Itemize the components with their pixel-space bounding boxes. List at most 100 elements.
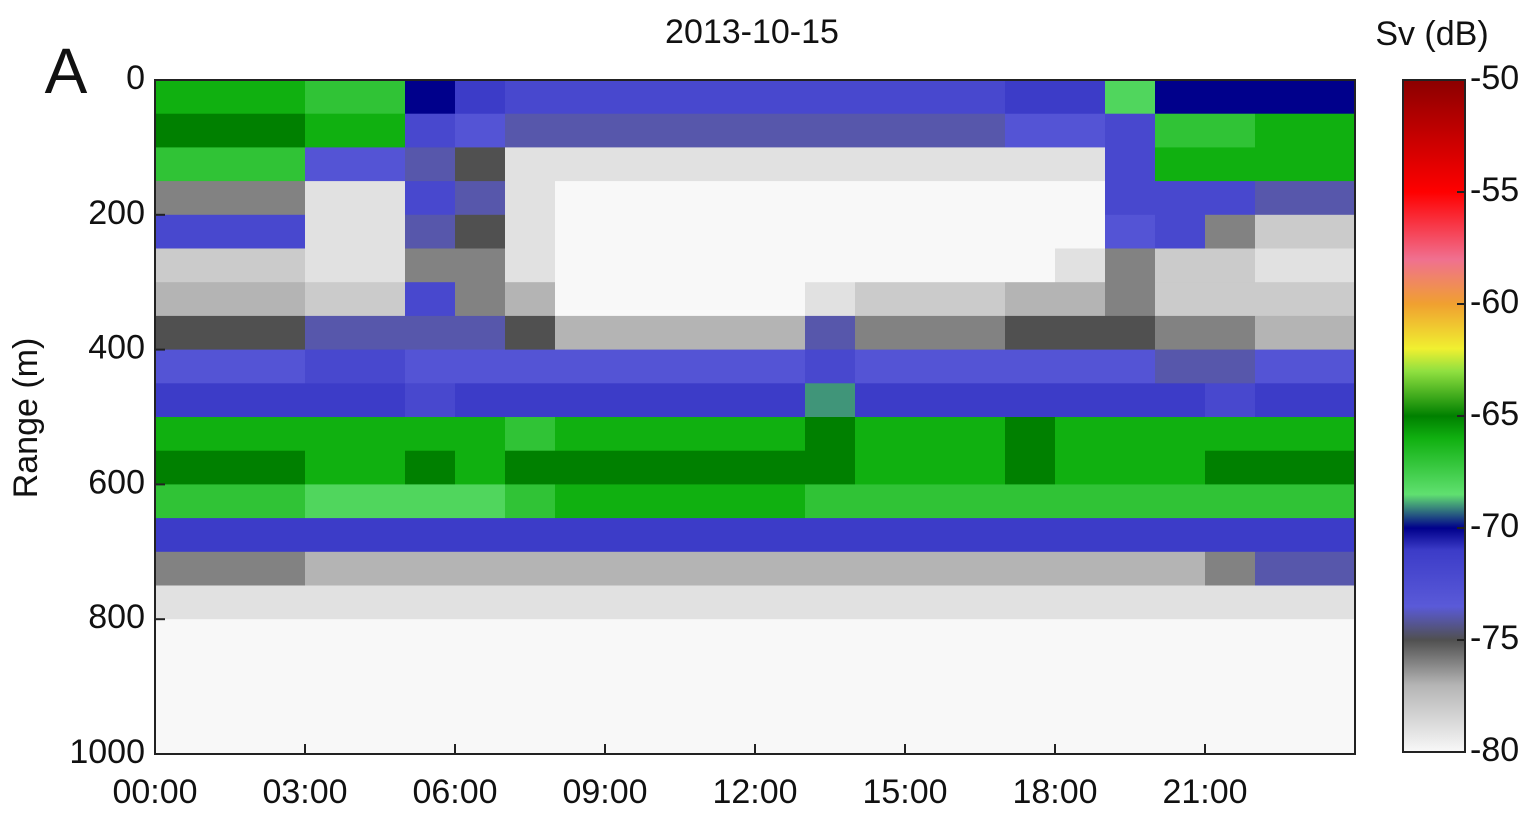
- heatmap-cell: [505, 316, 556, 350]
- heatmap-cell: [1255, 316, 1306, 350]
- heatmap-cell: [505, 451, 556, 485]
- heatmap-cell: [955, 147, 1006, 181]
- y-tick-label: 0: [126, 59, 145, 97]
- heatmap-cell: [805, 147, 856, 181]
- heatmap-cell: [1205, 720, 1256, 754]
- heatmap-cell: [855, 282, 906, 316]
- heatmap-cell: [355, 282, 406, 316]
- heatmap-cell: [1055, 720, 1106, 754]
- heatmap-cell: [1255, 653, 1306, 687]
- heatmap-cell: [805, 316, 856, 350]
- heatmap-cell: [1305, 586, 1356, 620]
- heatmap-cell: [905, 215, 956, 249]
- heatmap-cell: [405, 114, 456, 148]
- heatmap-cell: [255, 282, 306, 316]
- heatmap-cell: [1105, 518, 1156, 552]
- heatmap-cell: [255, 350, 306, 384]
- heatmap-cell: [305, 586, 356, 620]
- heatmap-cell: [455, 350, 506, 384]
- heatmap-cell: [805, 249, 856, 283]
- heatmap-cell: [905, 147, 956, 181]
- heatmap-cell: [955, 114, 1006, 148]
- heatmap-cell: [1055, 518, 1106, 552]
- heatmap-cell: [1305, 518, 1356, 552]
- heatmap-cell: [755, 80, 806, 114]
- heatmap-cell: [705, 147, 756, 181]
- heatmap-cell: [1055, 282, 1106, 316]
- heatmap-cell: [1155, 417, 1206, 451]
- heatmap-cell: [255, 383, 306, 417]
- heatmap-cell: [905, 518, 956, 552]
- heatmap-cell: [755, 619, 806, 653]
- heatmap-cell: [155, 619, 206, 653]
- heatmap-cell: [905, 249, 956, 283]
- heatmap-cell: [1005, 518, 1056, 552]
- heatmap-cell: [405, 350, 456, 384]
- heatmap-cell: [1105, 653, 1156, 687]
- heatmap-cell: [755, 383, 806, 417]
- heatmap-cell: [1305, 653, 1356, 687]
- heatmap-cell: [605, 80, 656, 114]
- heatmap-cell: [1155, 653, 1206, 687]
- colorbar-tick-label: -80: [1470, 731, 1519, 769]
- heatmap-cell: [805, 181, 856, 215]
- heatmap-cell: [305, 350, 356, 384]
- heatmap-cell: [655, 350, 706, 384]
- heatmap-cell: [605, 687, 656, 721]
- heatmap-cell: [1305, 417, 1356, 451]
- heatmap-cell: [1155, 619, 1206, 653]
- heatmap-cell: [155, 383, 206, 417]
- heatmap-cell: [755, 215, 806, 249]
- heatmap-cell: [1105, 451, 1156, 485]
- heatmap-cell: [355, 350, 406, 384]
- heatmap-cell: [1005, 552, 1056, 586]
- x-tick-label: 03:00: [262, 773, 347, 811]
- heatmap-cell: [455, 518, 506, 552]
- heatmap-cell: [305, 518, 356, 552]
- heatmap-cell: [705, 282, 756, 316]
- heatmap-cell: [405, 417, 456, 451]
- heatmap-cell: [1255, 552, 1306, 586]
- heatmap-cell: [905, 484, 956, 518]
- chart: A 2013-10-15 Sv (dB) Range (m) 00:0003:0…: [0, 0, 1532, 814]
- heatmap-cell: [905, 114, 956, 148]
- heatmap-cell: [505, 215, 556, 249]
- heatmap-cell: [305, 215, 356, 249]
- colorbar-tick-label: -50: [1470, 59, 1519, 97]
- heatmap-cell: [205, 215, 256, 249]
- heatmap-cell: [955, 80, 1006, 114]
- heatmap-cell: [1155, 383, 1206, 417]
- heatmap-cell: [205, 249, 256, 283]
- heatmap-cell: [855, 552, 906, 586]
- heatmap-cell: [805, 80, 856, 114]
- heatmap-cell: [855, 215, 906, 249]
- heatmap-cell: [205, 350, 256, 384]
- heatmap-cell: [355, 552, 406, 586]
- heatmap-cell: [455, 316, 506, 350]
- heatmap-cell: [655, 653, 706, 687]
- heatmap-cell: [605, 720, 656, 754]
- heatmap-cell: [605, 484, 656, 518]
- heatmap-cell: [455, 552, 506, 586]
- heatmap-cell: [1105, 316, 1156, 350]
- heatmap-cell: [555, 653, 606, 687]
- y-tick-label: 200: [88, 194, 145, 232]
- heatmap-cell: [655, 552, 706, 586]
- heatmap-cell: [1055, 586, 1106, 620]
- heatmap-cell: [505, 552, 556, 586]
- colorbar-tick-label: -70: [1470, 507, 1519, 545]
- heatmap-cell: [755, 687, 806, 721]
- heatmap-cell: [255, 80, 306, 114]
- heatmap-cell: [805, 552, 856, 586]
- heatmap-cell: [505, 417, 556, 451]
- heatmap-cell: [505, 282, 556, 316]
- heatmap-cell: [1155, 451, 1206, 485]
- heatmap-cell: [1005, 80, 1056, 114]
- heatmap-cell: [205, 80, 256, 114]
- heatmap-cell: [755, 484, 806, 518]
- heatmap-cell: [705, 350, 756, 384]
- heatmap-cell: [955, 451, 1006, 485]
- heatmap-cell: [1005, 619, 1056, 653]
- heatmap-cell: [205, 282, 256, 316]
- colorbar-tick-label: -55: [1470, 171, 1519, 209]
